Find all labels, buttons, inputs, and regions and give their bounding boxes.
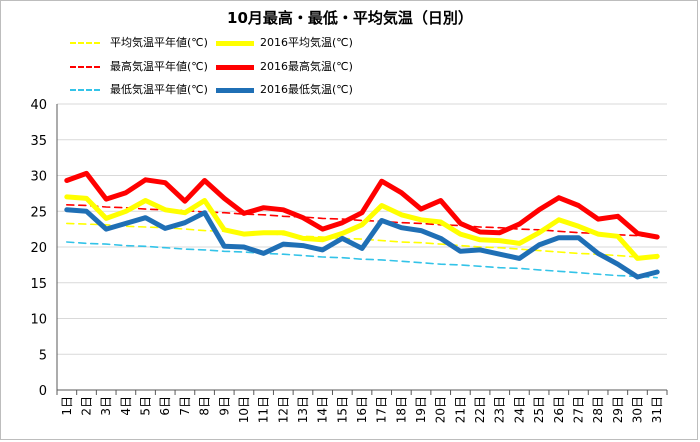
x-tick-label: 16日 bbox=[355, 396, 369, 423]
series-line-1 bbox=[66, 222, 659, 260]
series-line-4 bbox=[64, 170, 660, 240]
legend-swatch bbox=[216, 41, 254, 46]
x-tick-label: 4日 bbox=[119, 396, 133, 416]
x-tick-label: 8日 bbox=[198, 396, 212, 416]
legend-label: 2016平均気温(℃) bbox=[260, 36, 353, 49]
legend-label: 2016最低気温(℃) bbox=[260, 83, 353, 96]
x-tick-label: 7日 bbox=[178, 396, 192, 416]
x-tick-label: 22日 bbox=[473, 396, 487, 423]
legend-swatch bbox=[70, 42, 100, 44]
x-tick-label: 10日 bbox=[237, 396, 251, 423]
x-tick-label: 27日 bbox=[571, 396, 585, 423]
x-tick-label: 2日 bbox=[80, 396, 94, 416]
x-tick-label: 1日 bbox=[60, 396, 74, 416]
x-tick-label: 29日 bbox=[611, 396, 625, 423]
x-tick-label: 9日 bbox=[217, 396, 231, 416]
legend-label: 最高気温平年値(℃) bbox=[110, 60, 208, 73]
y-tick-label: 20 bbox=[30, 241, 47, 256]
x-tick-label: 25日 bbox=[532, 396, 546, 423]
y-tick-label: 25 bbox=[30, 205, 47, 220]
legend-label: 平均気温平年値(℃) bbox=[110, 36, 208, 49]
x-tick-label: 12日 bbox=[276, 396, 290, 423]
x-tick-label: 13日 bbox=[296, 396, 310, 423]
y-tick-label: 5 bbox=[39, 348, 47, 363]
legend-swatch bbox=[70, 66, 100, 68]
x-tick-label: 28日 bbox=[591, 396, 605, 423]
x-tick-label: 19日 bbox=[414, 396, 428, 423]
legend-label: 最低気温平年値(℃) bbox=[110, 83, 208, 96]
series-line-5 bbox=[66, 241, 659, 279]
chart-title: 10月最高・最低・平均気温（日別） bbox=[227, 9, 473, 27]
y-tick-label: 10 bbox=[30, 313, 47, 328]
x-tick-label: 24日 bbox=[512, 396, 526, 423]
legend-swatch bbox=[216, 65, 254, 70]
series-line-6 bbox=[64, 207, 660, 280]
y-tick-label: 35 bbox=[30, 134, 47, 149]
x-tick-label: 31日 bbox=[650, 396, 664, 423]
x-tick-label: 11日 bbox=[257, 396, 271, 423]
x-tick-label: 14日 bbox=[316, 396, 330, 423]
y-tick-label: 40 bbox=[30, 98, 47, 113]
x-tick-label: 23日 bbox=[493, 396, 507, 423]
x-tick-label: 20日 bbox=[434, 396, 448, 423]
x-tick-label: 18日 bbox=[394, 396, 408, 423]
x-tick-label: 26日 bbox=[552, 396, 566, 423]
x-tick-label: 30日 bbox=[630, 396, 644, 423]
x-tick-label: 17日 bbox=[375, 396, 389, 423]
x-tick-label: 3日 bbox=[99, 396, 113, 416]
x-tick-label: 5日 bbox=[139, 396, 153, 416]
legend-swatch bbox=[70, 89, 100, 91]
legend-swatch bbox=[216, 88, 254, 93]
series-line-2 bbox=[64, 194, 660, 261]
x-tick-label: 15日 bbox=[335, 396, 349, 423]
legend: 平均気温平年値(℃) 2016平均気温(℃) 最高気温平年値(℃) 2016最高気温(… bbox=[0, 0, 700, 100]
x-tick-label: 6日 bbox=[158, 396, 172, 416]
x-tick-label: 21日 bbox=[453, 396, 467, 423]
y-tick-label: 30 bbox=[30, 170, 47, 185]
legend-label: 2016最高気温(℃) bbox=[260, 60, 353, 73]
y-tick-label: 0 bbox=[39, 384, 47, 399]
y-tick-label: 15 bbox=[30, 277, 47, 292]
